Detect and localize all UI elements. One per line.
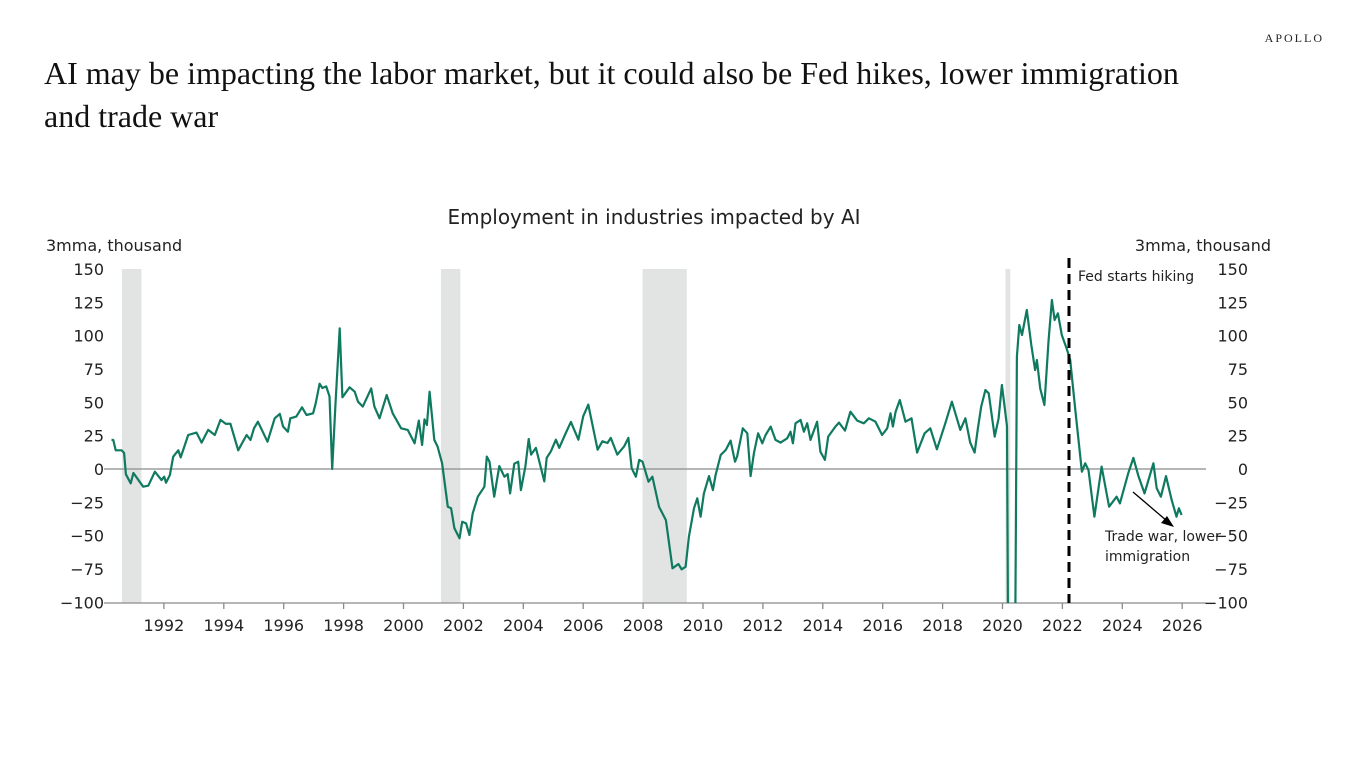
- y-tick-label-right: −25: [1214, 493, 1248, 512]
- y-tick-label-right: −50: [1214, 527, 1248, 546]
- recession-band: [642, 269, 687, 603]
- trade-annotation-line2: immigration: [1105, 549, 1190, 565]
- x-tick-label: 2020: [982, 616, 1023, 635]
- y-tick-label-right: 125: [1217, 293, 1248, 312]
- x-tick-label: 2016: [862, 616, 903, 635]
- y-tick-label-right: 50: [1228, 393, 1248, 412]
- x-tick-label: 2024: [1102, 616, 1143, 635]
- y-tick-label-left: 50: [84, 393, 104, 412]
- apollo-logo: APOLLO: [1264, 31, 1324, 45]
- y-tick-label-left: 25: [84, 427, 104, 446]
- x-tick-label: 1998: [323, 616, 364, 635]
- x-tick-label: 2018: [922, 616, 963, 635]
- y-tick-label-left: −50: [70, 527, 104, 546]
- y-tick-label-left: −75: [70, 560, 104, 579]
- y-axis-label-right: 3mma, thousand: [1135, 236, 1271, 255]
- y-tick-label-left: 150: [73, 260, 104, 279]
- arrow-head-icon: [1161, 516, 1174, 527]
- x-tick-label: 1992: [144, 616, 185, 635]
- y-axis-label-left: 3mma, thousand: [46, 236, 182, 255]
- x-tick-label: 2014: [802, 616, 843, 635]
- x-tick-label: 2010: [683, 616, 724, 635]
- y-tick-label-left: 100: [73, 327, 104, 346]
- x-tick-label: 2004: [503, 616, 544, 635]
- x-tick-label: 2006: [563, 616, 604, 635]
- x-tick-label: 2008: [623, 616, 664, 635]
- series-line: [111, 298, 1183, 603]
- y-tick-label-left: 125: [73, 293, 104, 312]
- x-tick-label: 2026: [1162, 616, 1203, 635]
- y-tick-label-right: 150: [1217, 260, 1248, 279]
- x-tick-label: 1996: [263, 616, 304, 635]
- x-tick-label: 2000: [383, 616, 424, 635]
- recession-band: [440, 269, 461, 603]
- fed-annotation: Fed starts hiking: [1078, 269, 1194, 285]
- trade-annotation-line1: Trade war, lower: [1104, 529, 1221, 545]
- annotation-arrow: [1132, 491, 1168, 522]
- x-tick-label: 2012: [743, 616, 784, 635]
- y-tick-label-right: 0: [1238, 460, 1248, 479]
- y-tick-label-right: 100: [1217, 327, 1248, 346]
- y-tick-label-left: 75: [84, 360, 104, 379]
- y-tick-label-right: −75: [1214, 560, 1248, 579]
- x-tick-label: 2002: [443, 616, 484, 635]
- recession-band: [121, 269, 142, 603]
- x-tick-label: 2022: [1042, 616, 1083, 635]
- y-tick-label-left: −25: [70, 493, 104, 512]
- x-tick-label: 1994: [203, 616, 244, 635]
- y-tick-label-left: 0: [94, 460, 104, 479]
- chart-title: Employment in industries impacted by AI: [447, 205, 860, 229]
- y-tick-label-left: −100: [60, 593, 104, 612]
- y-tick-label-right: 75: [1228, 360, 1248, 379]
- y-tick-label-right: 25: [1228, 427, 1248, 446]
- y-tick-label-right: −100: [1204, 593, 1248, 612]
- page-title: AI may be impacting the labor market, bu…: [44, 55, 1179, 134]
